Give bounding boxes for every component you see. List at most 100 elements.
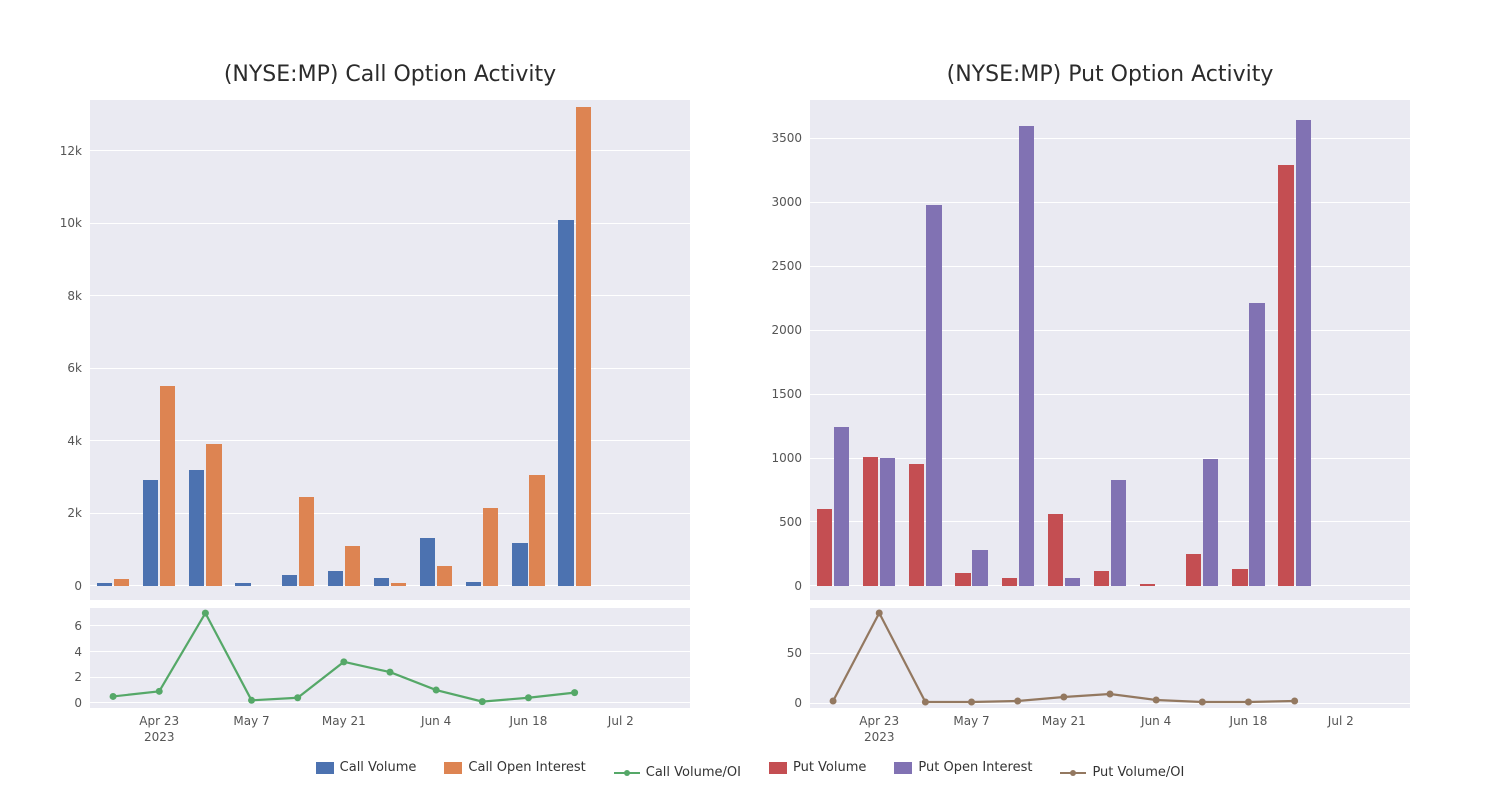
y-tick-label: 1500 xyxy=(771,387,810,401)
bar-b xyxy=(1065,578,1080,586)
legend-swatch xyxy=(316,762,334,774)
y-tick-label: 0 xyxy=(794,579,810,593)
gridline xyxy=(90,150,690,151)
bar-a xyxy=(1278,165,1293,586)
x-tick-label: Jun 4 xyxy=(1141,708,1171,728)
bar-a xyxy=(374,578,389,586)
bar-a xyxy=(1048,514,1063,586)
y-tick-label: 2k xyxy=(67,506,90,520)
ratio-marker xyxy=(571,689,578,696)
ratio-marker xyxy=(876,610,883,617)
legend-line-icon xyxy=(1060,772,1086,774)
bar-b xyxy=(437,566,452,586)
ratio-marker xyxy=(1199,699,1206,706)
bar-a xyxy=(1094,571,1109,586)
bar-b xyxy=(345,546,360,586)
bar-b xyxy=(206,444,221,585)
bar-b xyxy=(1019,126,1034,586)
bar-b xyxy=(880,458,895,586)
ratio-marker xyxy=(1060,694,1067,701)
y-tick-label: 0 xyxy=(74,696,90,710)
y-tick-label: 1000 xyxy=(771,451,810,465)
bar-a xyxy=(328,571,343,585)
bar-a xyxy=(558,220,573,586)
call-bar-panel: (NYSE:MP) Call Option Activity 02k4k6k8k… xyxy=(90,100,690,600)
bar-a xyxy=(189,470,204,586)
ratio-marker xyxy=(525,694,532,701)
x-tick-label: May 7 xyxy=(233,708,269,728)
bar-a xyxy=(512,543,527,586)
gridline xyxy=(90,223,690,224)
ratio-marker xyxy=(248,697,255,704)
ratio-marker xyxy=(830,698,837,705)
put-bar-panel: (NYSE:MP) Put Option Activity 0500100015… xyxy=(810,100,1410,600)
ratio-marker xyxy=(479,698,486,705)
legend-swatch xyxy=(894,762,912,774)
bar-a xyxy=(466,582,481,586)
y-tick-label: 2000 xyxy=(771,323,810,337)
ratio-marker xyxy=(110,693,117,700)
bar-a xyxy=(863,457,878,586)
y-tick-label: 0 xyxy=(74,579,90,593)
ratio-marker xyxy=(433,687,440,694)
y-tick-label: 4k xyxy=(67,434,90,448)
legend-label: Put Volume xyxy=(793,760,866,775)
x-tick-sublabel: 2023 xyxy=(864,708,895,744)
bar-a xyxy=(235,583,250,586)
legend-label: Put Volume/OI xyxy=(1092,765,1184,780)
x-tick-label: May 21 xyxy=(1042,708,1086,728)
ratio-marker xyxy=(387,669,394,676)
bar-a xyxy=(282,575,297,586)
ratio-marker xyxy=(968,699,975,706)
gridline xyxy=(810,330,1410,331)
bar-a xyxy=(97,583,112,586)
bar-b xyxy=(114,579,129,585)
bar-a xyxy=(909,464,924,585)
ratio-line xyxy=(113,613,575,701)
gridline xyxy=(810,202,1410,203)
gridline xyxy=(810,394,1410,395)
bar-a xyxy=(1140,584,1155,586)
gridline xyxy=(90,368,690,369)
gridline xyxy=(810,138,1410,139)
bar-a xyxy=(1232,569,1247,586)
call-title: (NYSE:MP) Call Option Activity xyxy=(90,62,690,87)
y-tick-label: 10k xyxy=(60,216,90,230)
bar-b xyxy=(1249,303,1264,586)
line-layer xyxy=(810,608,1410,708)
x-tick-label: Jun 4 xyxy=(421,708,451,728)
y-tick-label: 3000 xyxy=(771,195,810,209)
y-tick-label: 8k xyxy=(67,289,90,303)
x-tick-label: Jul 2 xyxy=(1328,708,1354,728)
legend-item: Call Volume/OI xyxy=(614,765,741,780)
ratio-marker xyxy=(340,658,347,665)
legend-swatch xyxy=(444,762,462,774)
gridline xyxy=(90,513,690,514)
y-tick-label: 0 xyxy=(794,696,810,710)
ratio-marker xyxy=(1107,691,1114,698)
y-tick-label: 2 xyxy=(74,670,90,684)
ratio-marker xyxy=(1014,698,1021,705)
line-layer xyxy=(90,608,690,708)
bar-b xyxy=(529,475,544,586)
x-tick-label: Jul 2 xyxy=(608,708,634,728)
y-tick-label: 6k xyxy=(67,361,90,375)
y-tick-label: 6 xyxy=(74,619,90,633)
y-tick-label: 4 xyxy=(74,645,90,659)
bar-b xyxy=(160,386,175,585)
legend-label: Call Volume xyxy=(340,760,417,775)
legend-label: Call Open Interest xyxy=(468,760,585,775)
ratio-marker xyxy=(294,694,301,701)
x-tick-label: May 21 xyxy=(322,708,366,728)
figure: (NYSE:MP) Call Option Activity 0 2k 4k 6k 8k… xyxy=(0,0,1500,800)
bar-a xyxy=(955,573,970,586)
legend-item: Put Volume xyxy=(769,760,866,775)
bar-a xyxy=(817,509,832,586)
x-tick-label: May 7 xyxy=(953,708,989,728)
bar-a xyxy=(143,480,158,585)
put-ratio-panel: 050Apr 232023May 7May 21Jun 4Jun 18Jul 2 xyxy=(810,608,1410,708)
legend-line-icon xyxy=(614,772,640,774)
y-tick-label: 50 xyxy=(787,646,810,660)
y-tick-label: 3500 xyxy=(771,131,810,145)
y-tick-label: 2500 xyxy=(771,259,810,273)
